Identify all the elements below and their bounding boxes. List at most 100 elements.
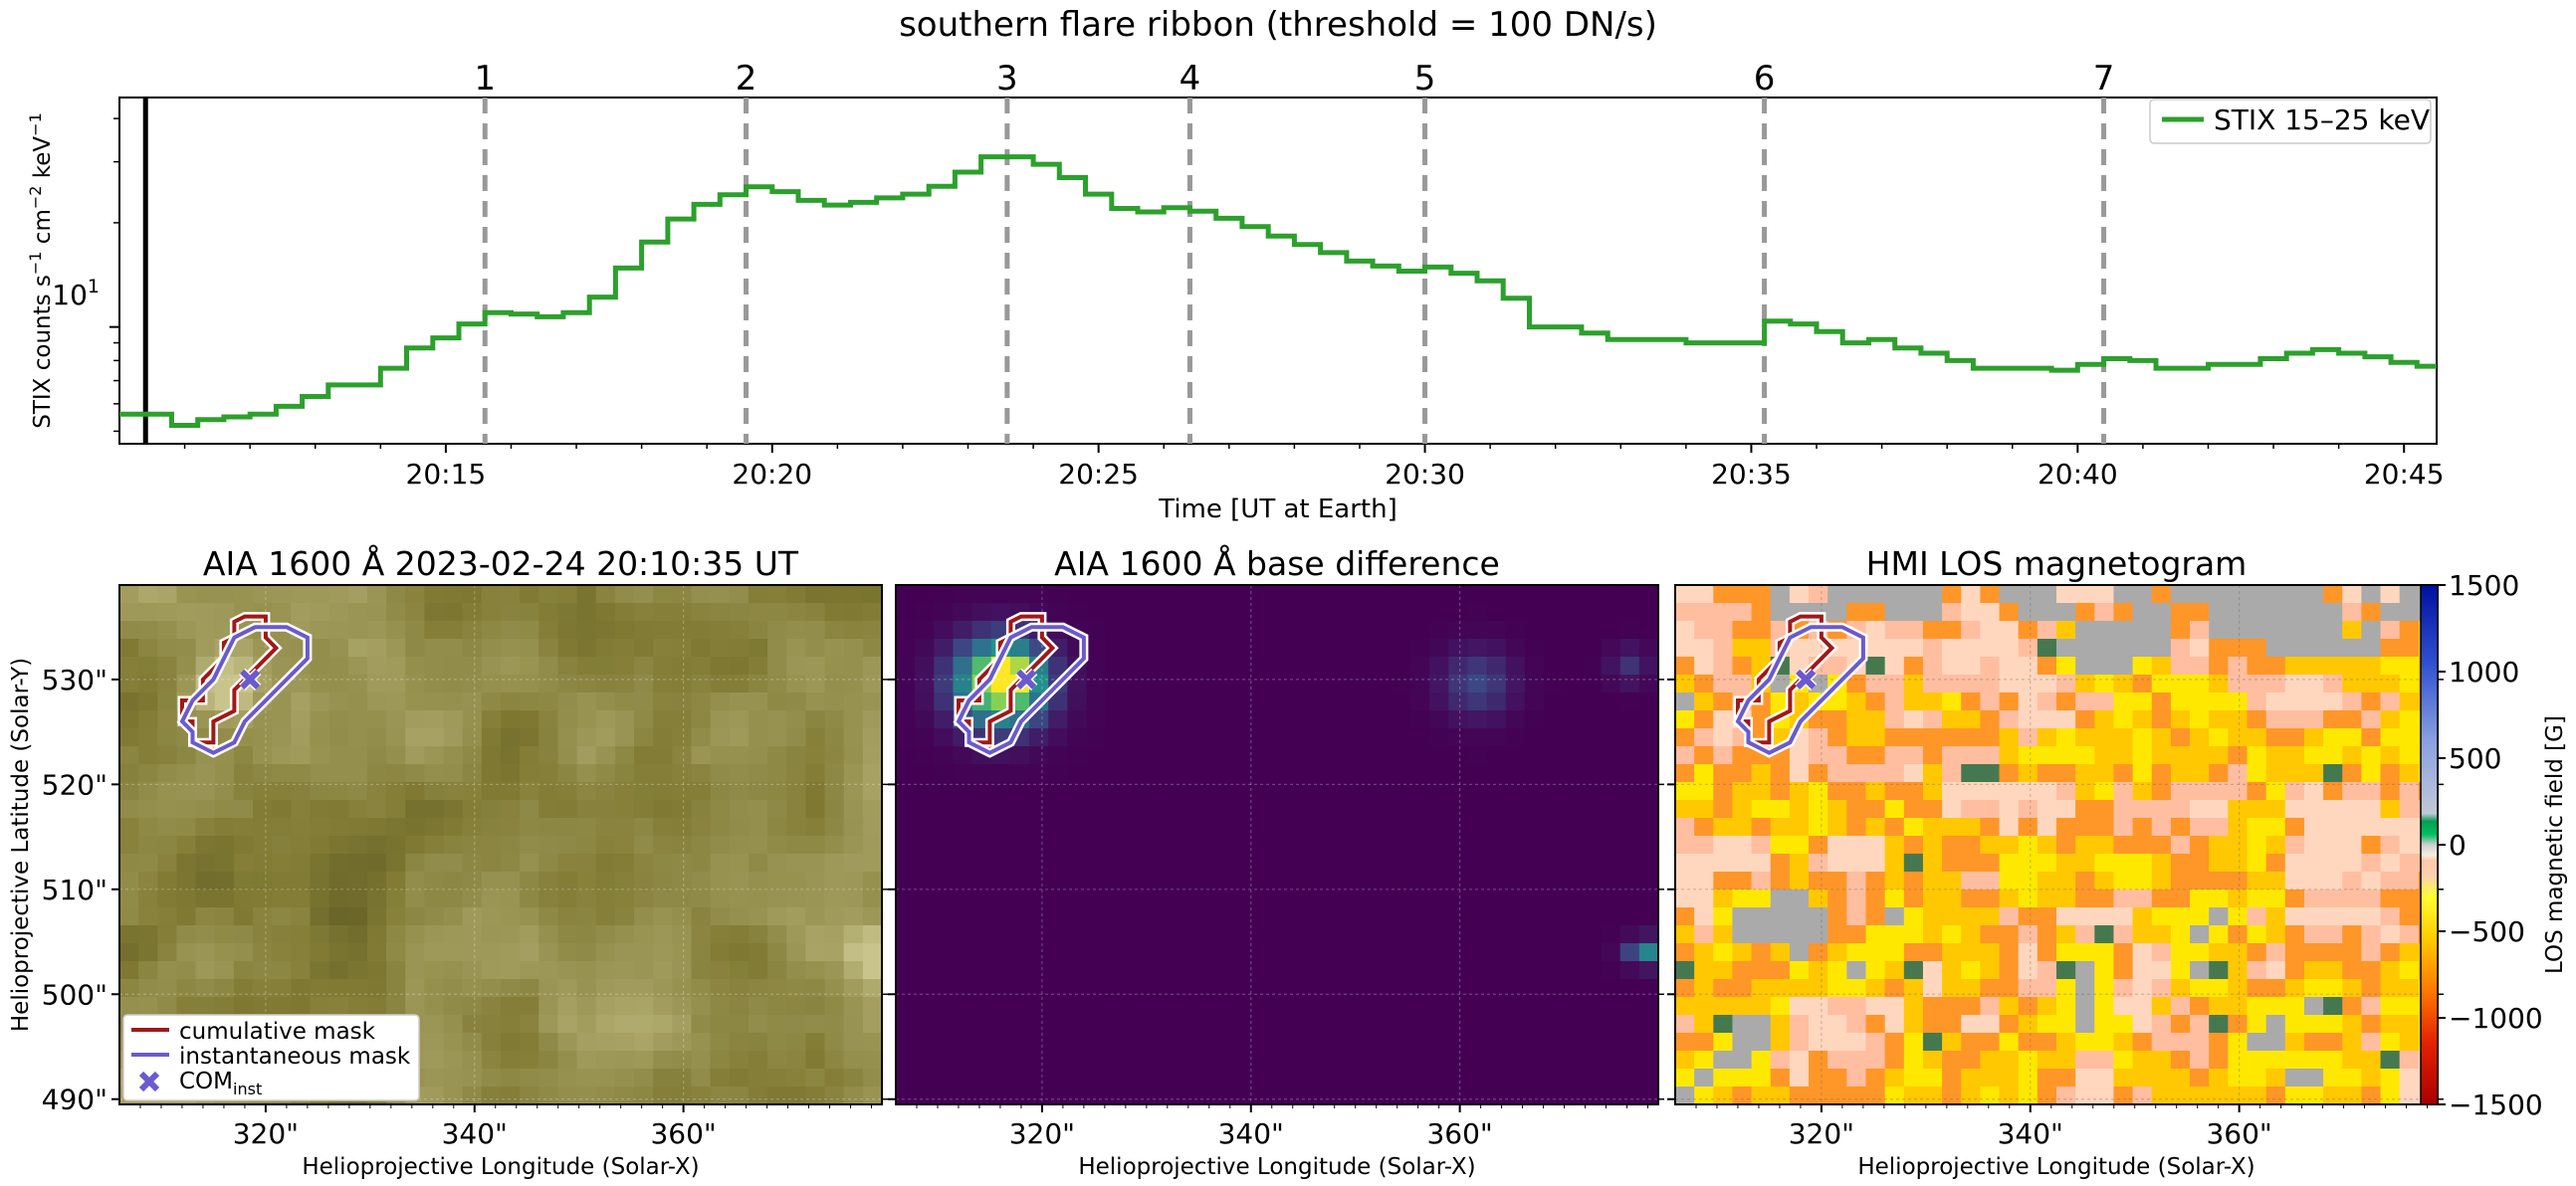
hmi-pixel: [1846, 943, 1867, 962]
hmi-pixel: [1903, 585, 1924, 604]
aia-pixel: [405, 746, 425, 765]
aia-pixel: [291, 782, 312, 801]
diff-pixel: [1105, 836, 1126, 855]
aia-pixel: [366, 692, 387, 711]
hmi-pixel: [2380, 764, 2401, 783]
hmi-pixel: [1713, 1051, 1734, 1070]
diff-pixel: [1086, 800, 1107, 819]
hmi-pixel: [1980, 621, 2001, 640]
aia-pixel: [253, 710, 273, 729]
diff-pixel: [1505, 639, 1526, 658]
aia-pixel: [520, 621, 539, 640]
hmi-pixel: [1827, 997, 1847, 1016]
diff-pixel: [1563, 943, 1583, 962]
aia-pixel: [157, 836, 178, 855]
hmi-pixel: [1770, 1069, 1791, 1087]
diff-pixel: [1257, 621, 1278, 640]
aia-pixel: [843, 854, 864, 873]
aia-pixel: [176, 603, 197, 622]
hmi-pixel: [1903, 639, 1924, 658]
aia-pixel: [576, 728, 597, 747]
hmi-pixel: [1713, 1069, 1734, 1087]
diff-pixel: [1524, 997, 1545, 1016]
hmi-pixel: [1961, 800, 1981, 819]
aia-pixel: [634, 854, 654, 873]
hmi-pixel: [1846, 961, 1867, 980]
diff-pixel: [1429, 800, 1449, 819]
hmi-pixel: [2323, 907, 2343, 926]
hmi-pixel: [2151, 782, 2172, 801]
hmi-pixel: [2361, 782, 2382, 801]
diff-pixel: [1619, 818, 1640, 837]
hmi-pixel: [1961, 836, 1981, 855]
diff-pixel: [1219, 854, 1240, 873]
diff-pixel: [1163, 979, 1182, 998]
hmi-pixel: [1942, 621, 1962, 640]
hmi-pixel: [1922, 961, 1943, 980]
hmi-pixel: [1827, 854, 1847, 873]
diff-pixel: [1124, 979, 1145, 998]
diff-pixel: [1429, 907, 1449, 926]
hmi-pixel: [2399, 639, 2420, 658]
hmi-pixel: [1922, 1015, 1943, 1034]
diff-pixel: [1467, 943, 1488, 962]
hmi-pixel: [1980, 692, 2001, 711]
diff-pixel: [1315, 1051, 1336, 1070]
hmi-pixel: [2113, 1069, 2134, 1087]
hmi-pixel: [2265, 943, 2286, 962]
hmi-pixel: [1961, 872, 1981, 890]
aia-pixel: [214, 997, 235, 1016]
diff-pixel: [1544, 728, 1564, 747]
hmi-pixel: [2228, 979, 2249, 998]
aia-pixel: [386, 818, 406, 837]
aia-pixel: [119, 979, 139, 998]
diff-pixel: [1200, 710, 1221, 729]
diff-pixel: [1143, 657, 1164, 676]
diff-pixel: [1372, 692, 1393, 711]
com-marker-swatch: [138, 1071, 160, 1092]
hmi-pixel: [2018, 818, 2039, 837]
aia-pixel: [443, 1069, 464, 1087]
aia-pixel: [710, 710, 731, 729]
aia-pixel: [386, 961, 406, 980]
aia-pixel: [634, 1051, 654, 1070]
aia-pixel: [786, 925, 806, 944]
aia-pixel: [366, 764, 387, 783]
colorbar-tick-label: 500: [2449, 742, 2501, 775]
diff-pixel: [1524, 943, 1545, 962]
diff-pixel: [1009, 836, 1030, 855]
diff-pixel: [1124, 710, 1145, 729]
aia-pixel: [710, 692, 731, 711]
diff-pixel: [896, 621, 916, 640]
aia-pixel: [862, 639, 882, 658]
diff-pixel: [1582, 1087, 1603, 1104]
diff-pixel: [1238, 782, 1259, 801]
hmi-pixel: [2228, 675, 2249, 693]
diff-pixel: [1486, 836, 1507, 855]
hmi-pixel: [1922, 639, 1943, 658]
aia-pixel: [119, 800, 139, 819]
diff-pixel: [1105, 1087, 1126, 1104]
hmi-pixel: [2399, 710, 2420, 729]
diff-pixel: [1448, 1015, 1469, 1034]
diff-pixel: [1334, 872, 1355, 890]
hmi-pixel: [1961, 1069, 1981, 1087]
aia-pixel: [253, 979, 273, 998]
diff-pixel: [1582, 782, 1603, 801]
hmi-pixel: [2190, 925, 2210, 944]
aia-pixel: [710, 728, 731, 747]
hmi-pixel: [2228, 943, 2249, 962]
diff-pixel: [1086, 746, 1107, 765]
hmi-pixel: [2132, 907, 2153, 926]
hmi-pixel: [1884, 639, 1905, 658]
aia-pixel: [291, 675, 312, 693]
diff-pixel: [953, 1069, 973, 1087]
aia-pixel: [710, 854, 731, 873]
hmi-pixel: [1999, 1069, 2020, 1087]
hmi-pixel: [2361, 854, 2382, 873]
aia-pixel: [691, 621, 712, 640]
diff-pixel: [1429, 728, 1449, 747]
diff-pixel: [1009, 925, 1030, 944]
diff-pixel: [953, 997, 973, 1016]
diff-pixel: [1143, 1069, 1164, 1087]
